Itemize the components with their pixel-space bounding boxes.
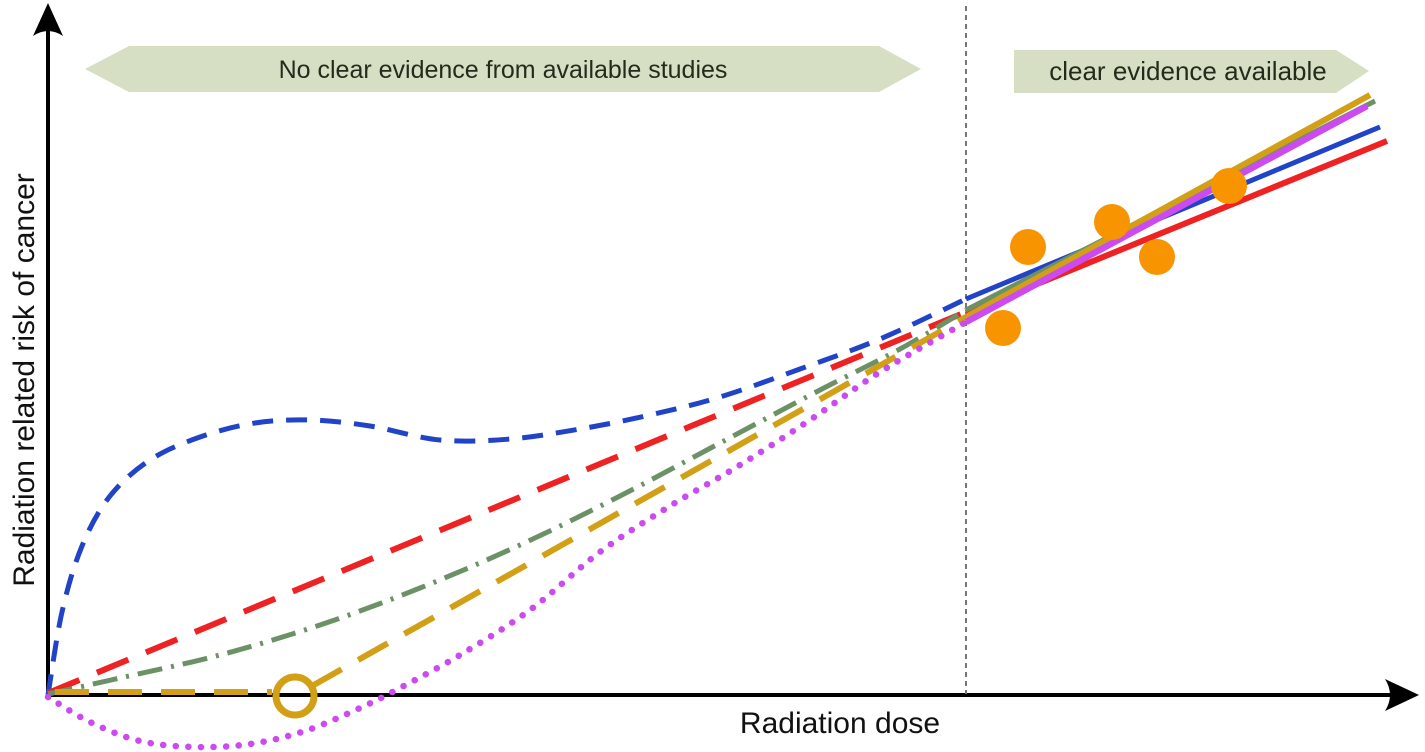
threshold-open-circle-marker xyxy=(272,673,318,719)
banner-left-label: No clear evidence from available studies xyxy=(279,56,728,84)
gold-dashed-threshold-line-longdash-path xyxy=(310,314,968,689)
blue-dashed-supralinear-curve-dash-path xyxy=(45,296,968,696)
gold-dashed-threshold-line-solid-path xyxy=(964,92,1372,320)
observed-data-point xyxy=(1010,229,1046,265)
red-long-dash-linear-line xyxy=(46,138,1389,696)
y-axis-arrow-icon xyxy=(33,3,63,36)
banner-left-arrow-shape xyxy=(85,46,921,92)
data-points-layer xyxy=(985,168,1247,346)
red-long-dash-linear-line-longdash-path xyxy=(46,309,968,696)
model-curves-layer xyxy=(44,92,1389,751)
gold-dashed-threshold-line xyxy=(55,92,1372,719)
magenta-dotted-hormesis-curve xyxy=(44,103,1369,751)
banner-left: No clear evidence from available studies xyxy=(85,46,921,92)
observed-data-point xyxy=(1094,204,1130,240)
observed-data-point xyxy=(1139,239,1175,275)
axes xyxy=(33,3,1419,711)
observed-data-point xyxy=(1211,168,1247,204)
y-axis-label: Radiation related risk of cancer xyxy=(8,173,41,587)
green-dash-dot-curve xyxy=(47,98,1377,697)
observed-data-point xyxy=(985,310,1021,346)
green-dash-dot-curve-dashdot-path xyxy=(47,307,968,697)
banner-right-label: clear evidence available xyxy=(1049,56,1327,86)
banner-right: clear evidence available xyxy=(1014,50,1369,93)
x-axis-arrow-icon xyxy=(1385,679,1419,711)
magenta-dotted-hormesis-curve-dot-path xyxy=(44,318,970,751)
banner-right-arrow-shape xyxy=(1014,50,1369,93)
x-axis-label: Radiation dose xyxy=(740,707,940,740)
magenta-dotted-hormesis-curve-solid-path xyxy=(964,103,1369,325)
